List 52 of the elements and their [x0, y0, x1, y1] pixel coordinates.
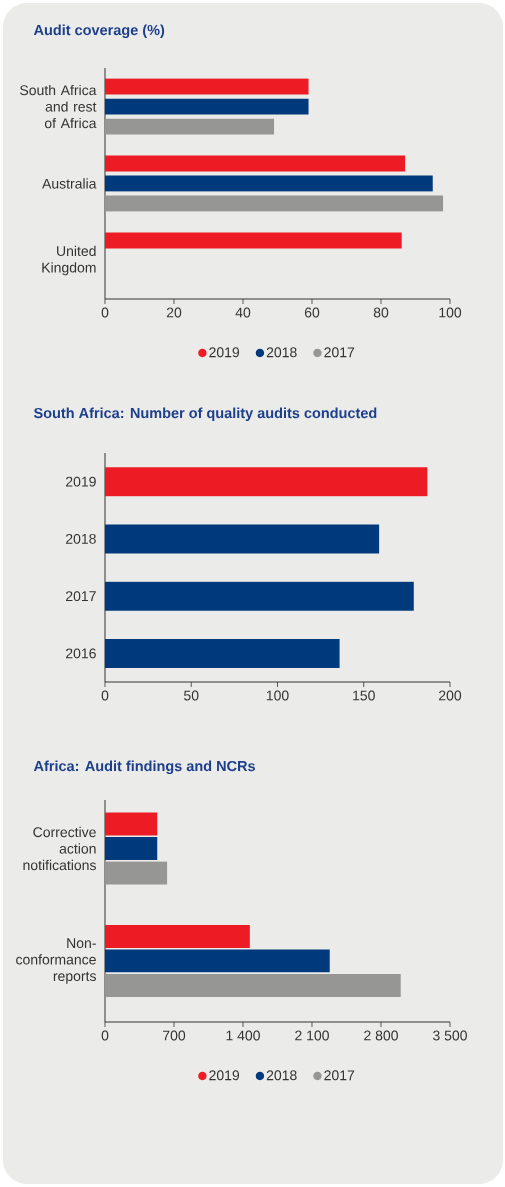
bar	[105, 78, 309, 95]
legend-label: 2017	[324, 1070, 355, 1081]
x-tick-label: 3 500	[433, 1030, 467, 1041]
y-tick-label: 2016	[66, 648, 96, 659]
legend-label: 2017	[324, 347, 355, 358]
x-tick-label: 200	[439, 690, 462, 701]
bar	[105, 861, 168, 885]
bar	[105, 232, 402, 249]
y-tick-label: Corrective action notifications	[23, 826, 96, 871]
chart-title: Audit coverage (%)	[33, 24, 165, 39]
x-tick-label: 100	[439, 307, 462, 318]
x-tick-label: 60	[304, 307, 320, 318]
y-tick-label: 2019	[66, 476, 96, 487]
legend-label: 2018	[266, 347, 297, 358]
legend-label: 2018	[266, 1070, 297, 1081]
y-tick-label: South Africa and rest of Africa	[20, 84, 97, 129]
y-tick-label: 2018	[66, 533, 96, 544]
bar	[105, 118, 275, 135]
y-tick-label: Australia	[42, 178, 97, 189]
bar	[105, 467, 428, 497]
bar	[105, 155, 406, 172]
x-tick-label: 80	[373, 307, 389, 318]
bar	[105, 175, 433, 192]
x-tick-label: 50	[184, 690, 199, 701]
y-tick-label: Non-conformance reports	[16, 938, 96, 984]
bar	[105, 974, 401, 998]
x-tick-label: 2 800	[364, 1030, 398, 1041]
y-tick-label: 2017	[66, 591, 96, 602]
x-tick-label: 0	[101, 690, 109, 701]
x-tick-label: 700	[163, 1030, 186, 1041]
x-tick-label: 150	[353, 690, 375, 701]
bar	[105, 638, 340, 668]
x-tick-label: 0	[101, 307, 109, 318]
bar	[105, 195, 444, 212]
x-tick-label: 100	[266, 690, 289, 701]
bar	[105, 949, 330, 973]
chart-title: South Africa: Number of quality audits conducted	[33, 407, 377, 422]
bar	[105, 925, 250, 949]
legend-label: 2019	[209, 347, 240, 358]
x-tick-label: 40	[235, 307, 251, 318]
x-tick-label: 1 400	[226, 1030, 260, 1041]
x-tick-label: 0	[101, 1030, 109, 1041]
bar	[105, 581, 414, 611]
x-tick-label: 2 100	[295, 1030, 329, 1041]
bar	[105, 98, 309, 115]
bar	[105, 812, 158, 836]
bar	[105, 837, 158, 861]
legend-label: 2019	[209, 1070, 240, 1081]
y-tick-label: United Kingdom	[42, 245, 96, 276]
x-tick-label: 20	[166, 307, 182, 318]
chart-title: Africa: Audit findings and NCRs	[33, 760, 255, 775]
bar	[105, 524, 380, 554]
